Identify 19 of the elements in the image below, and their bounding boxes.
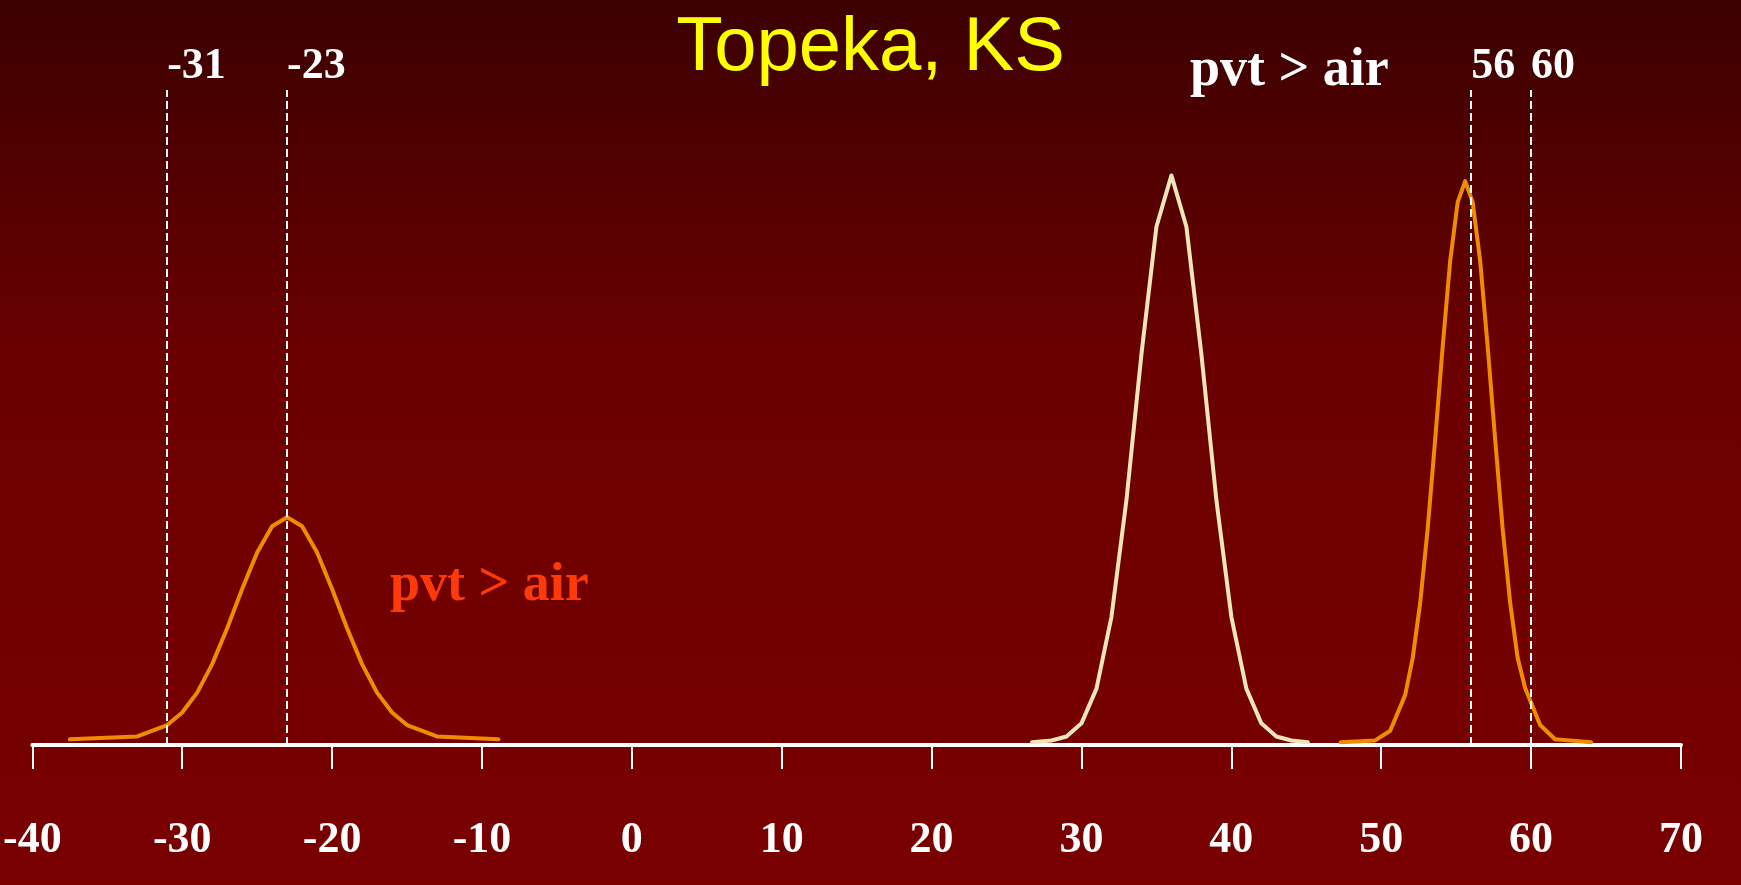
chart-title: Topeka, KS: [676, 0, 1065, 86]
x-tick-label: -10: [452, 812, 512, 862]
x-tick-label: 0: [620, 812, 643, 862]
x-tick-label: 50: [1359, 812, 1404, 862]
x-tick-label: -20: [302, 812, 362, 862]
x-tick-label: 10: [759, 812, 804, 862]
x-tick-label: 70: [1659, 812, 1703, 862]
x-tick-label: 40: [1209, 812, 1254, 862]
ref-line-label: 60: [1531, 38, 1576, 88]
x-tick-label: 20: [909, 812, 954, 862]
ref-line-label: -31: [167, 38, 226, 88]
x-tick-label: -40: [3, 812, 62, 862]
x-tick-label: 30: [1059, 812, 1104, 862]
annotation: pvt > air: [390, 552, 589, 612]
ref-line-label: 56: [1471, 38, 1516, 88]
text: pvt > air: [1190, 37, 1389, 97]
x-tick-label: 60: [1509, 812, 1554, 862]
x-tick-label: -30: [152, 812, 212, 862]
ref-line-label: -23: [287, 38, 346, 88]
